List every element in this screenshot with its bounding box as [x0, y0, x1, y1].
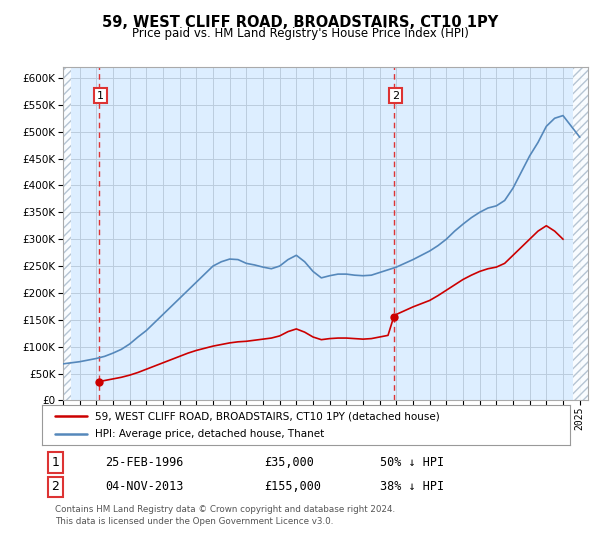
Text: 1: 1: [97, 91, 104, 101]
Text: 2: 2: [51, 480, 59, 493]
Text: HPI: Average price, detached house, Thanet: HPI: Average price, detached house, Than…: [95, 430, 324, 439]
Text: £35,000: £35,000: [264, 456, 314, 469]
Text: 38% ↓ HPI: 38% ↓ HPI: [380, 480, 444, 493]
Text: 50% ↓ HPI: 50% ↓ HPI: [380, 456, 444, 469]
Text: 59, WEST CLIFF ROAD, BROADSTAIRS, CT10 1PY: 59, WEST CLIFF ROAD, BROADSTAIRS, CT10 1…: [102, 15, 498, 30]
Text: 59, WEST CLIFF ROAD, BROADSTAIRS, CT10 1PY (detached house): 59, WEST CLIFF ROAD, BROADSTAIRS, CT10 1…: [95, 411, 440, 421]
Text: £155,000: £155,000: [264, 480, 321, 493]
Text: 04-NOV-2013: 04-NOV-2013: [106, 480, 184, 493]
Text: Price paid vs. HM Land Registry's House Price Index (HPI): Price paid vs. HM Land Registry's House …: [131, 27, 469, 40]
Text: 25-FEB-1996: 25-FEB-1996: [106, 456, 184, 469]
Text: Contains HM Land Registry data © Crown copyright and database right 2024.: Contains HM Land Registry data © Crown c…: [55, 505, 395, 514]
Text: 1: 1: [51, 456, 59, 469]
Text: 2: 2: [392, 91, 399, 101]
Text: This data is licensed under the Open Government Licence v3.0.: This data is licensed under the Open Gov…: [55, 517, 334, 526]
